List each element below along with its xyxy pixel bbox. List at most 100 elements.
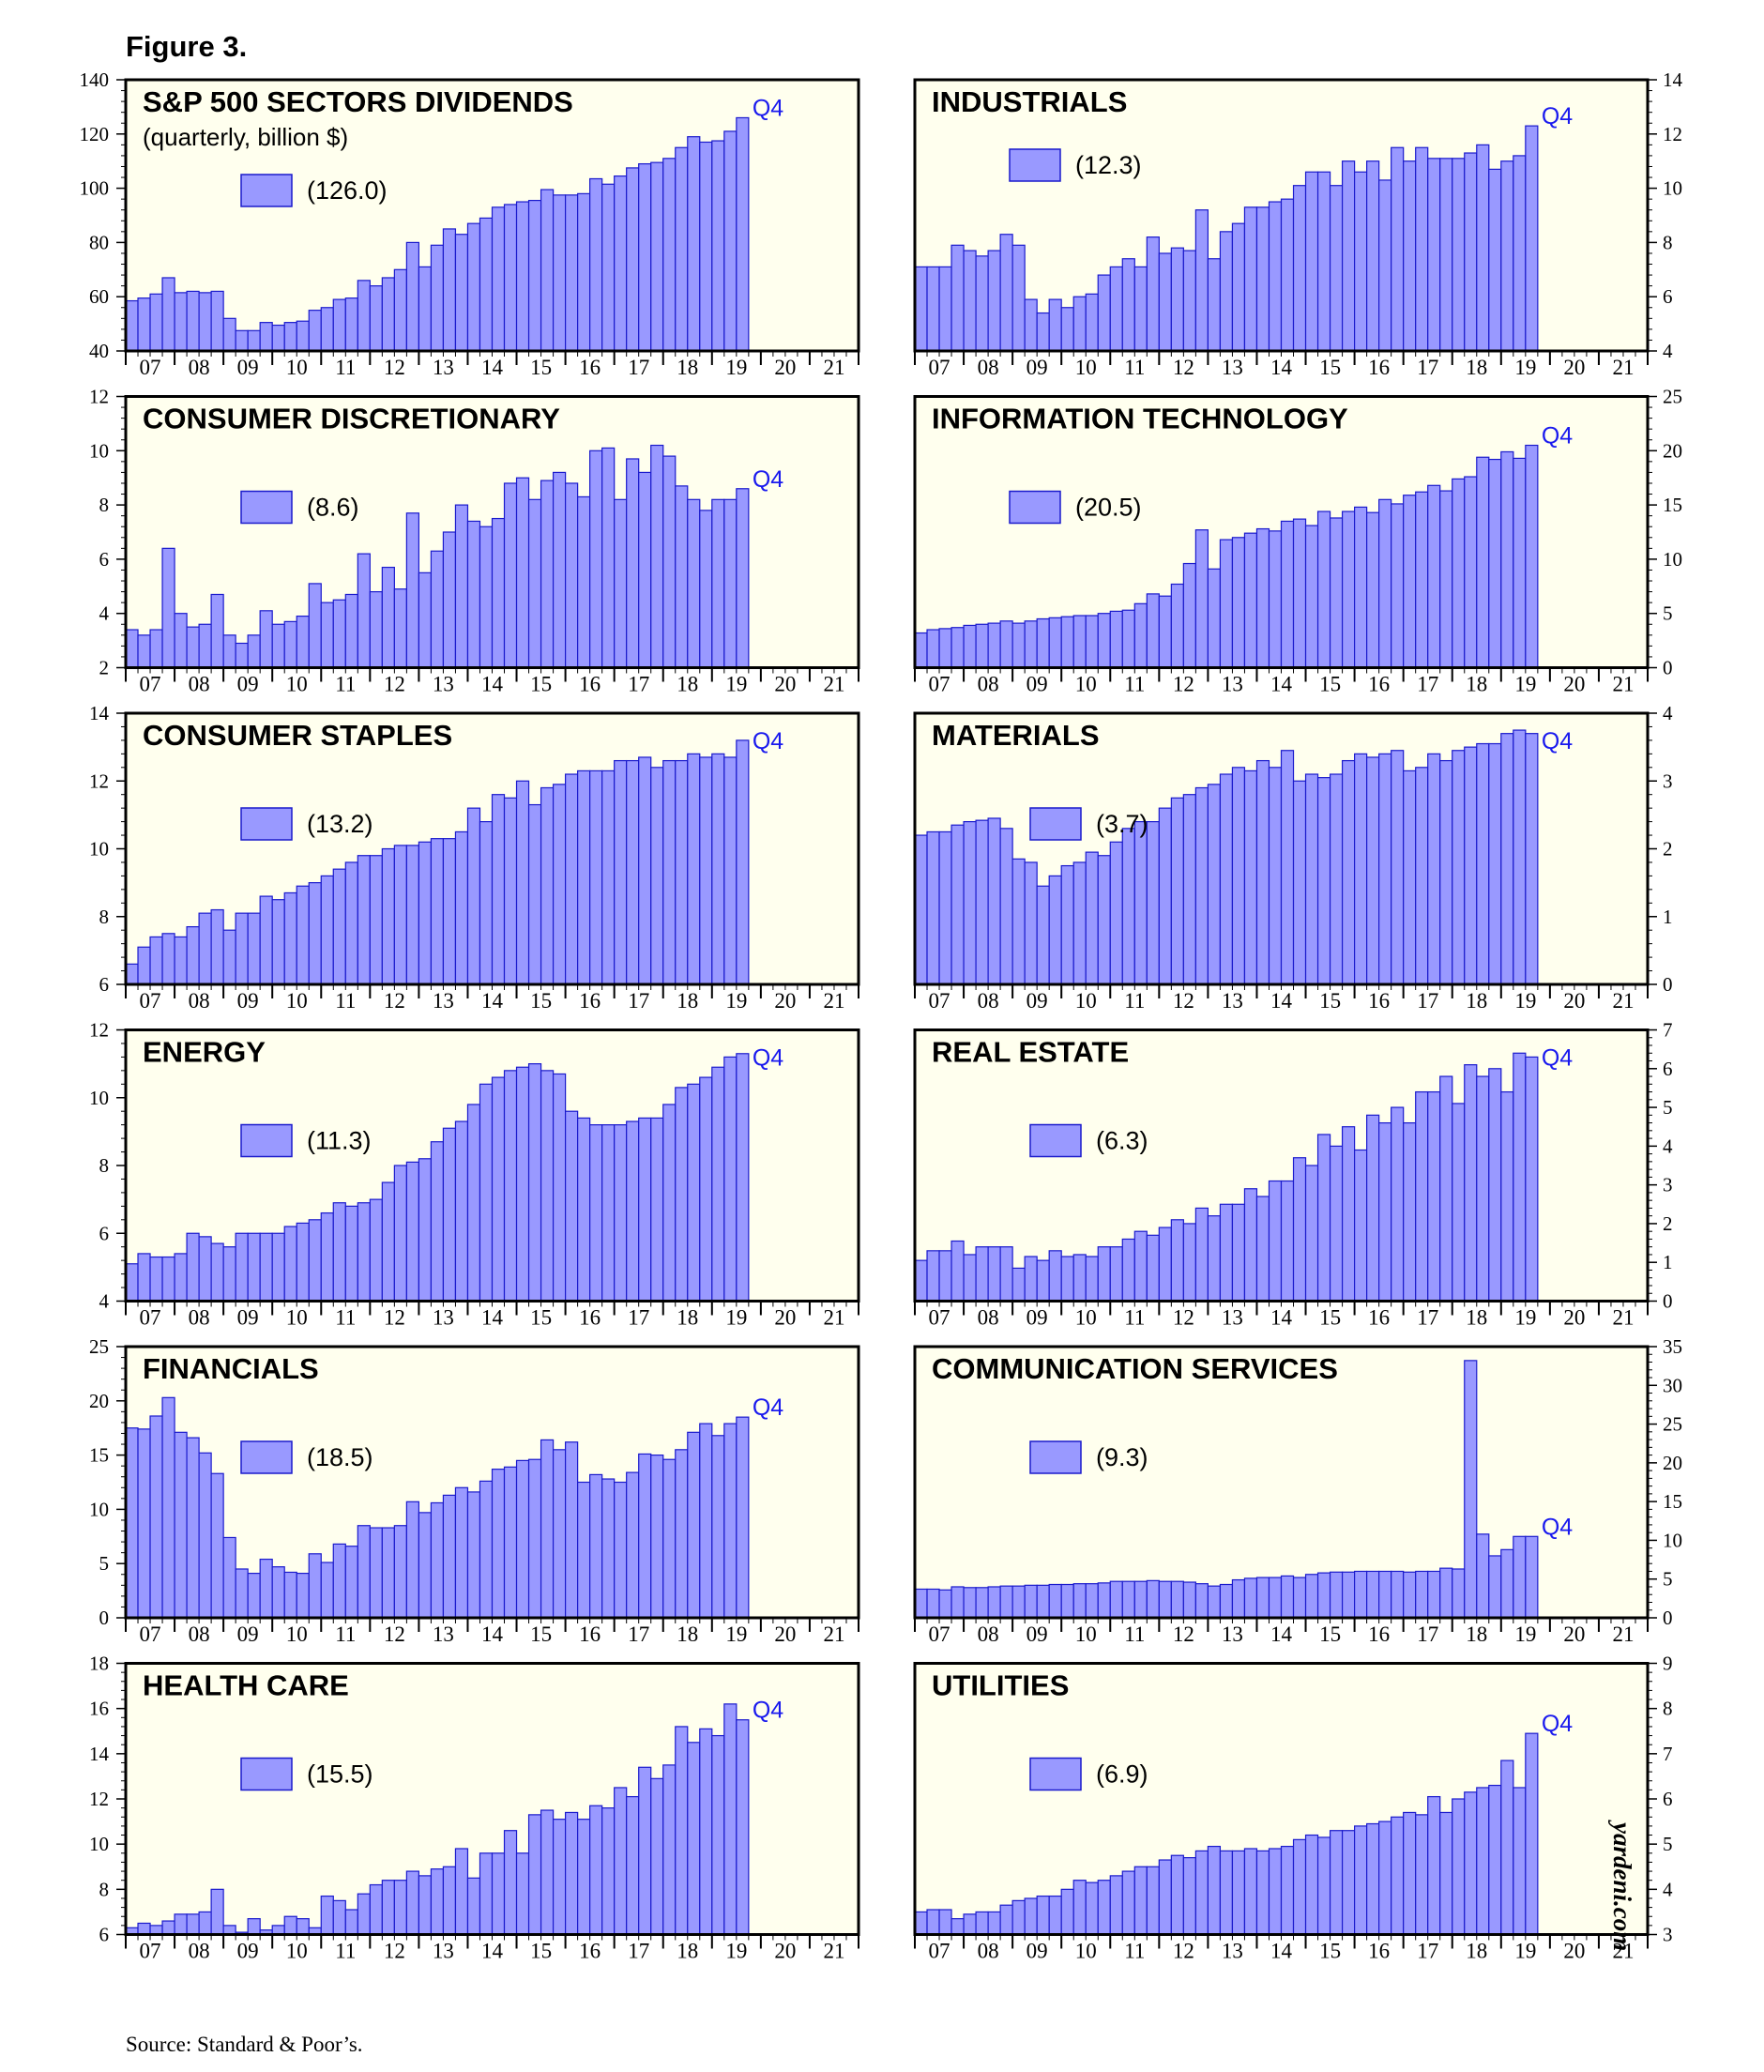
bar [950,244,965,352]
x-tick-label: 18 [677,1623,698,1646]
bar [1513,457,1527,669]
bar [723,1056,738,1303]
bar [503,482,518,669]
y-tick-label: 8 [99,1878,110,1900]
x-tick-label: 19 [725,1623,747,1646]
bar [1513,1787,1527,1936]
bar [1452,1103,1466,1303]
bar [283,322,297,352]
chart-title: ENERGY [143,1036,266,1069]
x-tick-label: 16 [579,356,601,379]
bar [1121,1238,1135,1303]
bar [1072,615,1087,669]
bar [235,642,249,669]
legend-label: (11.3) [307,1127,372,1155]
bar [938,1909,952,1936]
y-tick-label: 12 [89,386,109,408]
bar [736,116,750,352]
x-tick-label: 16 [1368,989,1390,1013]
bar [1060,307,1074,352]
chart-panel-energy: 4 6 8 10 12 07 08 09 10 11 12 13 14 15 16 17 18 19 20 21 ENE… [89,1019,860,1330]
bar [564,1110,579,1303]
x-tick-label: 09 [1026,989,1048,1013]
bar [1170,1854,1184,1936]
x-tick-label: 17 [1417,1940,1438,1963]
bar [1427,1795,1441,1936]
x-tick-label: 08 [189,1306,210,1330]
bar [344,861,358,985]
q4-annotation: Q4 [753,95,783,121]
x-tick-label: 21 [823,989,844,1013]
bar [430,1501,445,1619]
bar [577,192,591,352]
x-tick-label: 21 [823,673,844,696]
y-tick-label: 12 [89,1788,109,1810]
y-tick-label: 10 [89,439,109,462]
x-tick-label: 15 [1319,673,1341,696]
bar [926,830,940,985]
bar [174,292,188,352]
y-tick-label: 8 [99,494,110,516]
bar [1304,773,1319,985]
x-tick-label: 09 [237,989,259,1013]
bar [137,1253,151,1303]
bar [1170,583,1184,669]
bar [332,1202,346,1303]
x-tick-label: 18 [1466,1940,1487,1963]
bar [1353,1825,1368,1936]
y-tick-label: 12 [1663,123,1682,145]
bar [1439,1811,1453,1936]
legend-label: (18.5) [307,1443,373,1471]
bar [515,1066,530,1303]
bar [527,1814,542,1936]
bar [1316,1134,1331,1303]
bar [1146,1579,1160,1619]
y-tick-label: 6 [1663,1788,1673,1810]
x-tick-label: 19 [725,356,747,379]
x-tick-label: 07 [929,356,950,379]
x-tick-label: 20 [1563,989,1585,1013]
bar [1097,613,1111,669]
bar [271,1232,285,1303]
bar [1378,753,1392,985]
x-tick-label: 11 [335,356,356,379]
bar [1464,1064,1478,1303]
bar [1194,209,1209,352]
bar [296,885,310,985]
bar [1011,1267,1026,1303]
bar [283,1571,297,1619]
x-tick-label: 08 [189,989,210,1013]
y-tick-label: 4 [1663,702,1673,724]
bar [1525,1056,1539,1303]
bar [1121,258,1135,352]
bar [589,449,603,669]
y-tick-label: 0 [1663,973,1673,996]
chart-panel-financials: 0 5 10 15 20 25 07 08 09 10 11 12 13 14 15 16 17 18 19 20 21… [89,1335,860,1646]
bar [723,1703,738,1936]
bar [369,1883,383,1936]
x-tick-label: 10 [286,1940,308,1963]
bar [1378,1121,1392,1303]
chart-title: CONSUMER DISCRETIONARY [143,403,560,435]
bar [393,845,407,985]
bar [1415,1090,1429,1303]
bar [1133,1230,1148,1303]
bar [454,1848,469,1936]
bar [1439,759,1453,985]
y-tick-label: 5 [1663,1568,1673,1591]
bar [963,1254,977,1303]
x-tick-label: 15 [1319,1623,1341,1646]
bar [1158,595,1172,669]
bar [614,1787,628,1936]
x-tick-label: 20 [774,1306,796,1330]
bar [675,759,689,985]
y-tick-label: 8 [1663,1698,1673,1720]
bar [1097,1582,1111,1619]
bar [1011,1585,1026,1619]
x-tick-label: 20 [774,673,796,696]
bar [1085,293,1099,352]
bar [564,1811,579,1936]
bar [466,807,481,985]
bar [1268,1577,1283,1619]
bar [1353,753,1368,985]
